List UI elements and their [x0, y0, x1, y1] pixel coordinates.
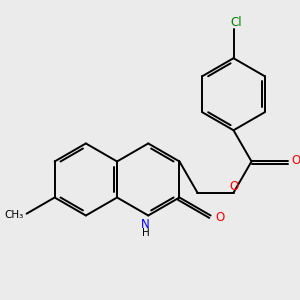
- Text: O: O: [291, 154, 300, 167]
- Text: H: H: [142, 227, 149, 238]
- Text: CH₃: CH₃: [4, 210, 24, 220]
- Text: O: O: [215, 211, 224, 224]
- Text: N: N: [141, 218, 150, 230]
- Text: O: O: [229, 180, 238, 193]
- Text: Cl: Cl: [230, 16, 242, 29]
